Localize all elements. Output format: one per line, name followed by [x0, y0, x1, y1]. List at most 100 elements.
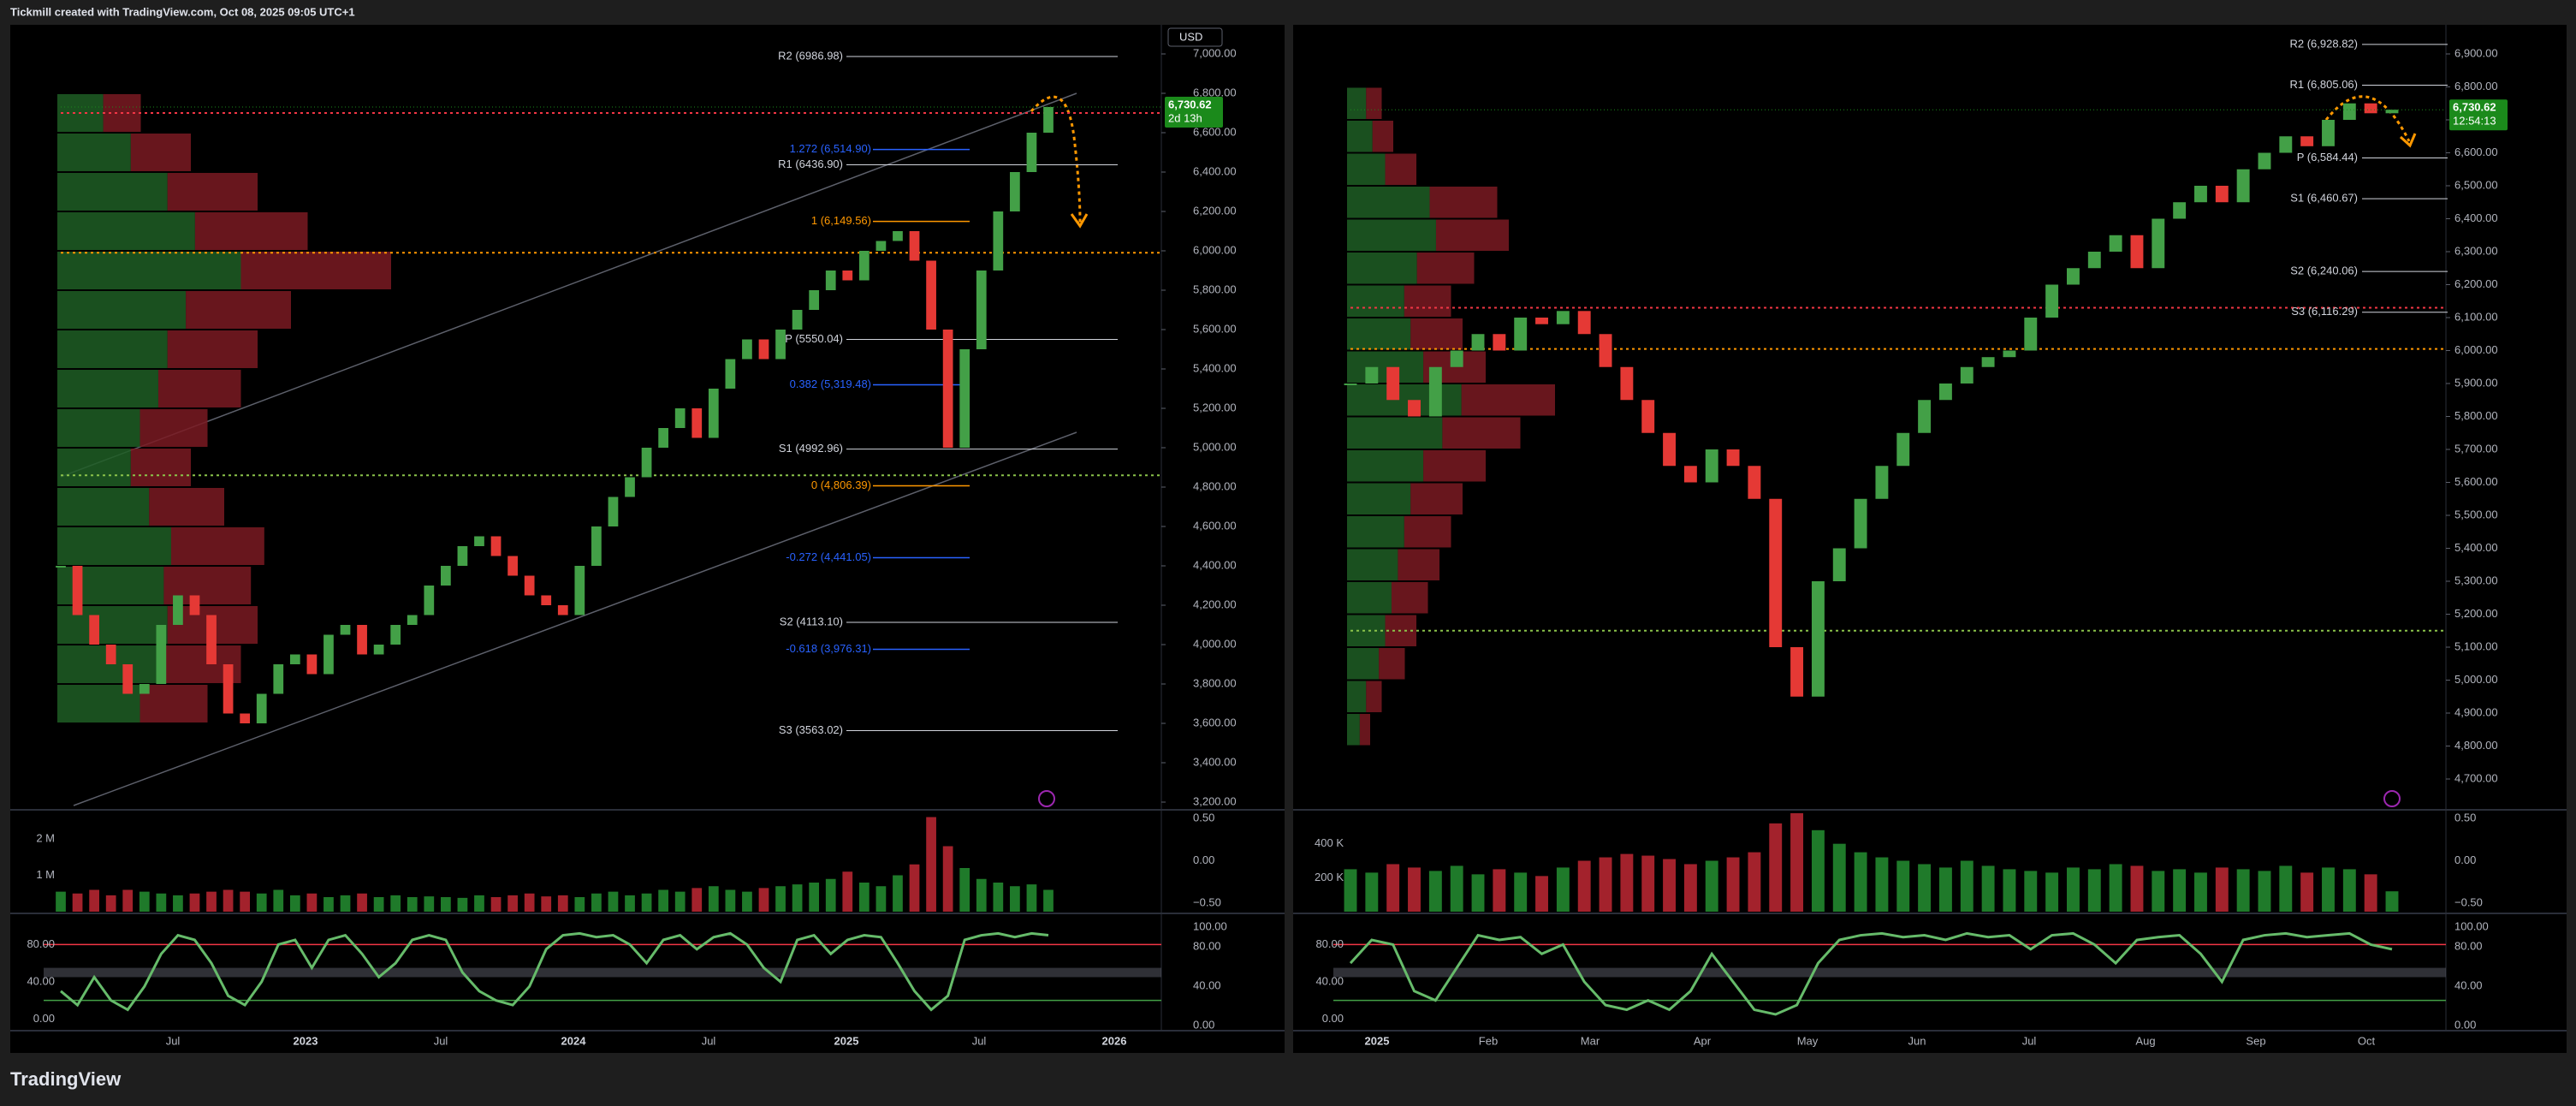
volume-bar: [2173, 869, 2187, 912]
profile-down: [130, 134, 191, 171]
osc-tick-label: 40.00: [27, 974, 55, 987]
candle: [1428, 366, 1442, 417]
x-tick-label: Jun: [1908, 1034, 1926, 1047]
profile-down: [1410, 483, 1463, 514]
countdown: 2d 13h: [1168, 111, 1202, 124]
profile-down: [1366, 681, 1382, 712]
profile-up: [1347, 153, 1386, 185]
candle: [1514, 318, 1528, 351]
x-tick-label: Feb: [1479, 1034, 1498, 1047]
y-tick-label: 6,600.00: [1193, 125, 1237, 138]
volume-bar: [574, 897, 585, 912]
profile-up: [1347, 648, 1380, 680]
profile-up: [57, 134, 131, 171]
candle: [926, 260, 936, 330]
candle: [1026, 133, 1037, 172]
y-tick-label: 5,700.00: [2454, 442, 2498, 455]
candle: [256, 693, 267, 723]
profile-up: [1347, 714, 1360, 746]
pivot-label: R1 (6436.90): [778, 158, 843, 170]
volume-bar: [256, 893, 267, 912]
profile-bar: [1347, 121, 1393, 152]
candle: [306, 654, 318, 675]
volume-bar: [206, 891, 217, 912]
volume-bar: [725, 889, 736, 912]
arrow-head: [1070, 213, 1089, 229]
profile-bar: [1347, 187, 1498, 218]
x-tick-label: 2026: [1102, 1034, 1127, 1047]
candle: [1535, 318, 1548, 324]
profile-down: [194, 212, 308, 250]
profile-bar: [57, 134, 191, 171]
footer-logo[interactable]: TradingView: [10, 1068, 122, 1090]
event-icon[interactable]: [1038, 790, 1055, 807]
profile-up: [1347, 351, 1424, 383]
currency: USD: [1179, 30, 1202, 43]
candle: [424, 586, 435, 615]
candle: [2087, 252, 2101, 269]
volume-bar: [1599, 857, 1612, 912]
candle: [240, 713, 251, 723]
candle: [2045, 284, 2059, 318]
candle: [1471, 334, 1485, 351]
volume-bar: [691, 888, 703, 912]
volume-tick-label: 200 K: [1315, 871, 1344, 883]
profile-bar: [57, 252, 391, 289]
volume-bar: [1726, 857, 1740, 912]
candle: [2109, 235, 2122, 252]
volume-bar: [139, 891, 150, 912]
candle: [407, 615, 418, 625]
x-tick-label: Jul: [972, 1034, 987, 1047]
profile-bar: [57, 173, 258, 211]
profile-down: [149, 488, 224, 526]
y-tick-label: 4,800.00: [1193, 479, 1237, 492]
candle: [1790, 647, 1804, 697]
fib-label: 1 (6,149.56): [811, 214, 871, 227]
volume-bar: [424, 896, 435, 912]
volume-bar: [1514, 872, 1528, 912]
profile-bar: [57, 212, 308, 250]
candle: [1641, 400, 1655, 433]
candle: [440, 566, 451, 586]
osc-y2-label: 40.00: [2454, 978, 2483, 991]
osc-y2-label: 80.00: [1193, 939, 1221, 952]
profile-up: [57, 527, 171, 565]
volume-bar: [2066, 867, 2080, 912]
volume-bar: [742, 891, 752, 912]
candle: [1663, 432, 1677, 467]
profile-up: [1347, 681, 1367, 712]
volume-bar: [122, 889, 134, 912]
candle: [725, 359, 736, 389]
candle: [1960, 366, 1974, 384]
y-tick-label: 6,000.00: [2454, 343, 2498, 356]
x-tick-label: 2024: [561, 1034, 587, 1047]
volume-bar: [173, 895, 183, 912]
candle: [490, 536, 502, 556]
candle: [357, 625, 367, 655]
y-tick-label: 6,200.00: [1193, 204, 1237, 217]
y-tick-label: 7,000.00: [1193, 46, 1237, 59]
event-icon[interactable]: [2383, 790, 2401, 807]
profile-bar: [57, 449, 191, 486]
y-tick-label: 5,900.00: [2454, 376, 2498, 389]
profile-down: [186, 291, 291, 329]
profile-bar: [57, 488, 224, 526]
profile-down: [1372, 121, 1393, 152]
volume-bar: [2279, 865, 2293, 912]
pivot-label: S2 (4113.10): [780, 615, 843, 627]
profile-up: [57, 212, 195, 250]
candle: [625, 477, 635, 497]
volume-bar: [273, 889, 284, 912]
candle: [122, 664, 134, 694]
pivot-label: S3 (6,116.29): [2291, 305, 2358, 318]
candle: [1683, 466, 1697, 483]
y-tick-label: 6,400.00: [1193, 164, 1237, 177]
profile-down: [1398, 549, 1439, 580]
profile-down: [1435, 219, 1509, 251]
volume-bar: [2087, 869, 2101, 912]
profile-up: [57, 449, 131, 486]
profile-up: [57, 409, 140, 447]
volume-bar: [993, 883, 1004, 912]
candle: [2066, 268, 2080, 285]
osc-tick-label: 40.00: [1315, 974, 1344, 987]
